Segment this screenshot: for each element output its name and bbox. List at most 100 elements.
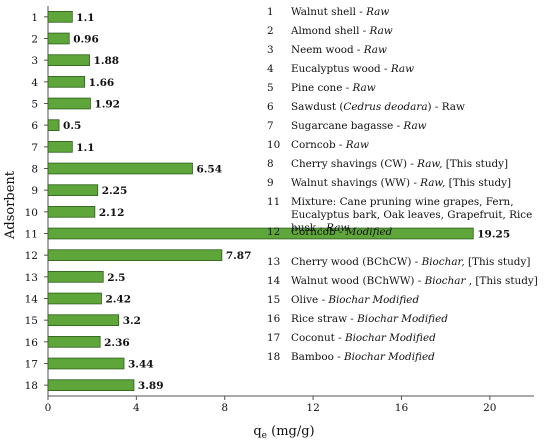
y-tick-label: 13 <box>25 272 38 284</box>
legend-item: 12 Corncob - Modified <box>267 226 547 239</box>
legend-item: 16 Rice straw - Biochar Modified <box>267 313 547 326</box>
y-tick-label: 1 <box>31 12 38 24</box>
x-tick-label: 12 <box>306 402 319 414</box>
legend-item: 4 Eucalyptus wood - Raw <box>267 63 547 76</box>
legend-item-treatment: Raw <box>363 44 387 56</box>
bar-value-label: 3.44 <box>128 359 154 371</box>
bar <box>47 249 223 261</box>
legend-item-treatment: Raw <box>403 120 427 132</box>
legend-item-text: Neem wood - Raw <box>291 44 387 56</box>
legend-item-treatment: Raw <box>326 222 350 234</box>
legend-item-treatment: Biochar Modified <box>357 313 448 325</box>
legend-item-text: Bamboo - Biochar Modified <box>291 351 435 363</box>
legend-item-text: Rice straw - Biochar Modified <box>291 313 448 325</box>
legend-item: 2 Almond shell - Raw <box>267 25 547 38</box>
legend-item-number: 18 <box>267 351 281 363</box>
y-tick-label: 7 <box>31 142 38 154</box>
legend-item-number: 15 <box>267 294 281 306</box>
legend-item-treatment: Biochar <box>424 275 466 287</box>
x-axis-label: qe (mg/g) <box>253 424 314 441</box>
y-tick-label: 18 <box>25 380 38 392</box>
y-tick-label: 4 <box>31 77 38 89</box>
x-axis-label-unit: (mg/g) <box>267 424 315 439</box>
y-tick-label: 12 <box>25 250 38 262</box>
legend-item-treatment: Biochar, <box>421 256 465 268</box>
y-tick-label: 15 <box>25 315 38 327</box>
bar-value-label: 19.25 <box>477 229 510 241</box>
y-tick-label: 3 <box>31 55 38 67</box>
y-tick-label: 5 <box>31 99 38 111</box>
y-tick-label: 11 <box>25 229 38 241</box>
legend-item-treatment: Raw, <box>417 158 443 170</box>
legend-item-text: Walnut wood (BChWW) - Biochar , [This st… <box>291 275 538 287</box>
legend-item: 9 Walnut shavings (WW) - Raw, [This study… <box>267 177 547 190</box>
legend-item-treatment: Biochar Modified <box>344 332 436 344</box>
bar-value-label: 3.89 <box>138 380 164 392</box>
bar-value-label: 1.66 <box>89 77 115 89</box>
y-tick-label: 14 <box>25 294 39 306</box>
y-tick-label: 8 <box>31 164 38 176</box>
legend-item-number: 12 <box>267 226 281 238</box>
legend-item-number: 11 <box>267 196 281 208</box>
bar <box>47 54 90 66</box>
legend-item: 1 Walnut shell - Raw <box>267 6 547 19</box>
legend-item-treatment: Biochar Modified <box>343 351 435 363</box>
bar <box>47 357 125 370</box>
y-axis-label: Adsorbent <box>3 170 18 240</box>
bar <box>47 32 70 45</box>
bar-value-label: 2.25 <box>102 185 128 197</box>
legend-item-number: 17 <box>267 332 281 344</box>
legend-item-number: 7 <box>267 120 274 132</box>
legend-item-text: Mixture: Cane pruning wine grapes, Fern,… <box>291 196 533 234</box>
legend-item-treatment: Raw <box>352 82 376 94</box>
bar <box>47 76 86 88</box>
bar-value-label: 1.1 <box>76 12 94 24</box>
legend-item-number: 8 <box>267 158 274 170</box>
legend-item-number: 9 <box>267 177 274 189</box>
x-tick-label: 0 <box>45 402 52 414</box>
legend-item: 13 Cherry wood (BChCW) - Biochar, [This s… <box>267 256 547 269</box>
legend-item: 18 Bamboo - Biochar Modified <box>267 351 547 364</box>
bar-value-label: 2.36 <box>104 337 130 349</box>
bar <box>47 379 135 391</box>
legend-item-treatment: Raw <box>345 139 369 151</box>
legend-item-text: Cherry wood (BChCW) - Biochar, [This stu… <box>291 256 531 268</box>
bar <box>47 314 120 326</box>
legend-item-text: Pine cone - Raw <box>291 82 376 94</box>
bar-value-label: 2.42 <box>105 294 131 306</box>
x-axis-label-main: q <box>253 424 261 439</box>
bar <box>47 336 101 348</box>
bar <box>47 184 99 196</box>
bar-value-label: 7.87 <box>226 250 252 262</box>
legend-item-text: Almond shell - Raw <box>291 25 393 37</box>
legend-item-number: 14 <box>267 275 281 287</box>
bar <box>47 97 91 110</box>
bar <box>47 292 102 305</box>
legend-item-treatment: Raw <box>390 63 414 75</box>
legend-item-text: Walnut shavings (WW) - Raw, [This study] <box>291 177 512 189</box>
bar-value-label: 1.88 <box>94 55 120 67</box>
bar-value-label: 3.2 <box>123 315 141 327</box>
legend-item: 6 Sawdust (Cedrus deodara) - Raw <box>267 101 547 114</box>
y-tick-label: 16 <box>25 337 39 349</box>
x-tick-label: 4 <box>133 402 140 414</box>
legend-item: 17 Coconut - Biochar Modified <box>267 332 547 345</box>
bar <box>47 119 60 131</box>
legend-item: 8 Cherry shavings (CW) - Raw, [This study… <box>267 158 547 171</box>
plot-area: 0 4 8 12 16 201 1.12 0.963 1.884 1.665 1.926 0.57 1.… <box>25 6 534 414</box>
x-tick-label: 16 <box>395 402 409 414</box>
legend-item: 5 Pine cone - Raw <box>267 82 547 95</box>
legend-item-text: Corncob - Modified <box>291 226 393 238</box>
legend-item: 14 Walnut wood (BChWW) - Biochar , [This … <box>267 275 547 288</box>
legend-item: 7 Sugarcane bagasse - Raw <box>267 120 547 133</box>
legend-item-treatment: Raw <box>369 25 393 37</box>
x-tick-label: 20 <box>483 402 496 414</box>
legend-item-text: Olive - Biochar Modified <box>291 294 420 306</box>
legend-item-text: Sawdust (Cedrus deodara) - Raw <box>291 101 465 113</box>
bar-value-label: 0.96 <box>73 34 99 46</box>
legend-item-number: 6 <box>267 101 274 113</box>
x-tick-label: 8 <box>221 402 228 414</box>
legend-item-treatment: Biochar Modified <box>328 294 420 306</box>
bar-value-label: 1.1 <box>76 142 94 154</box>
